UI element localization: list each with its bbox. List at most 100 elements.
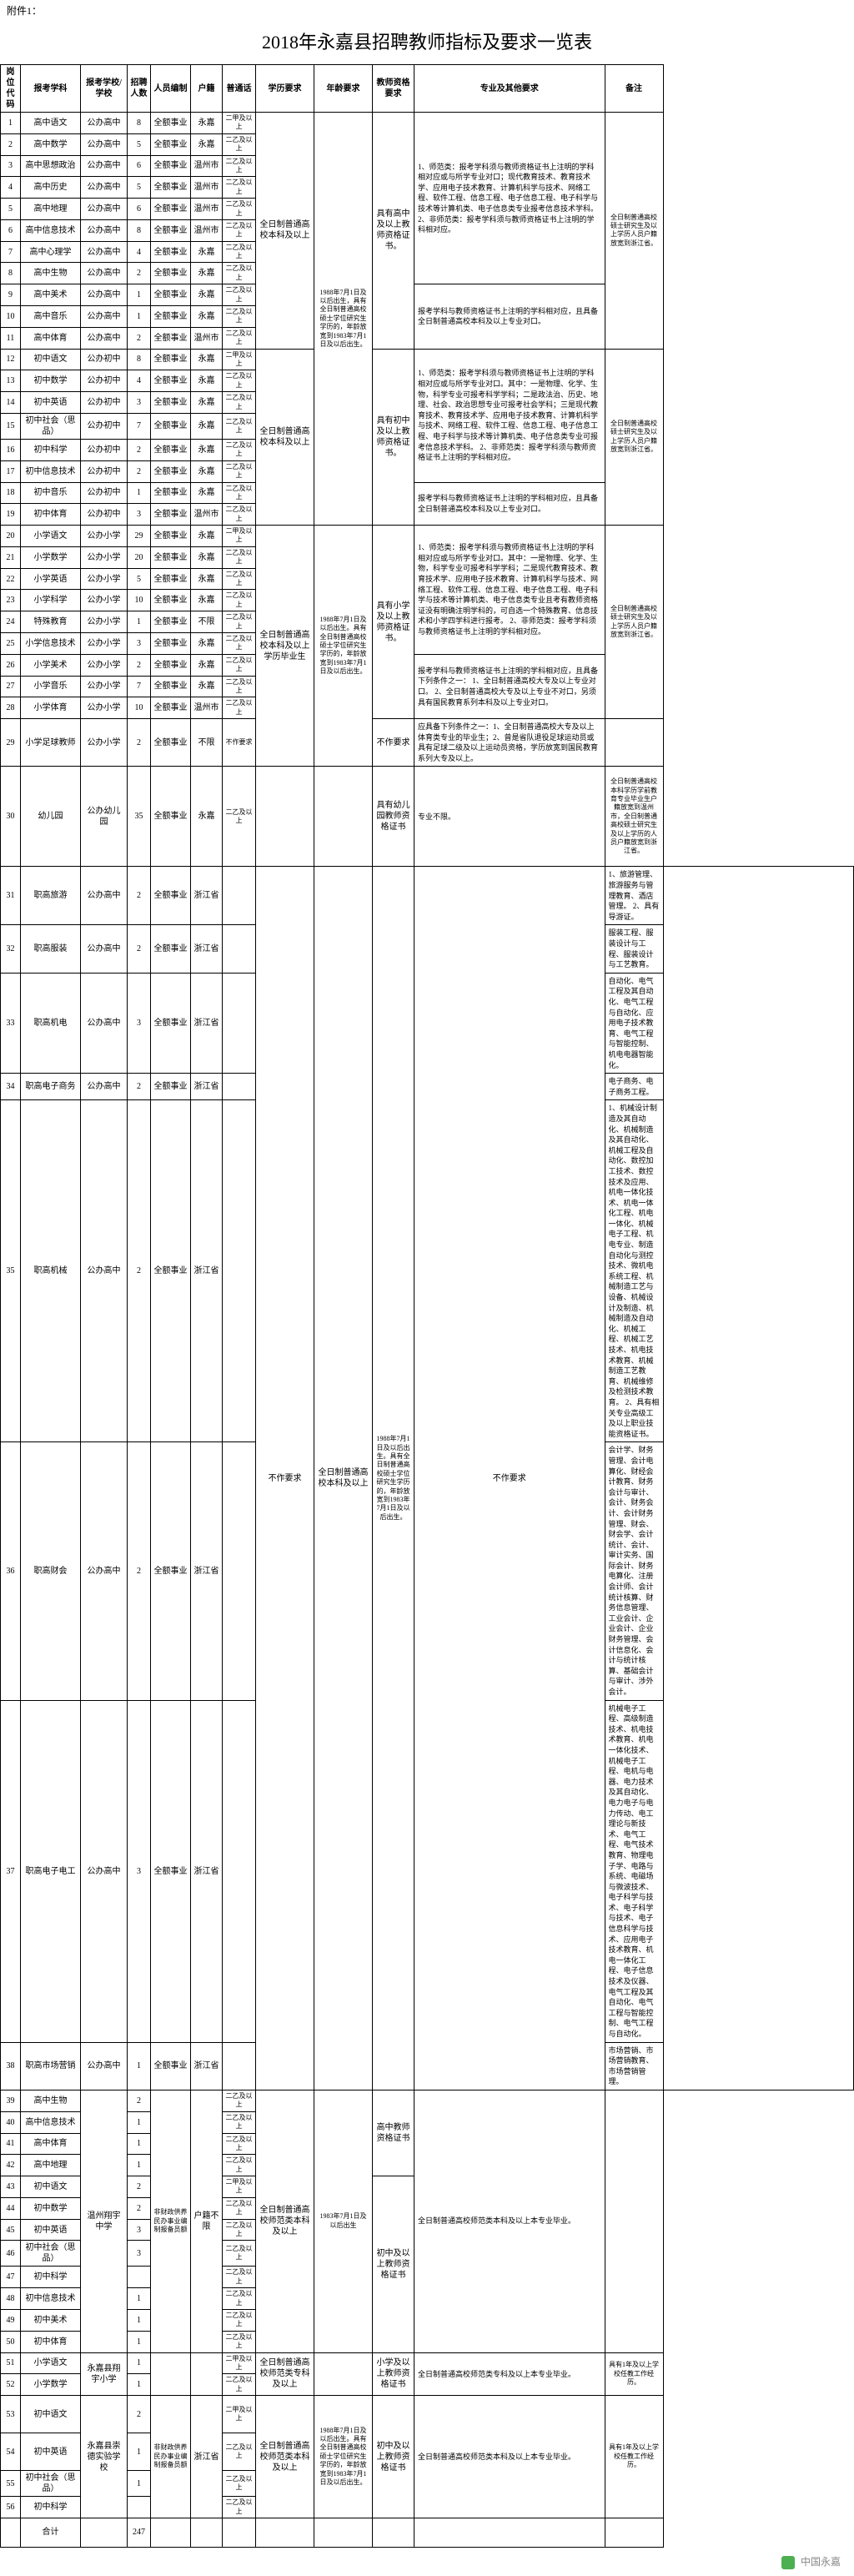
page-title: 2018年永嘉县招聘教师指标及要求一览表 [0, 21, 854, 64]
table-cell: 全额事业 [151, 568, 191, 590]
table-cell: 全日制普通高校本科及以上学历毕业生 [256, 526, 314, 767]
table-cell: 8 [128, 349, 151, 370]
table-cell: 3 [128, 973, 151, 1073]
table-cell: 二乙及以上 [223, 767, 256, 867]
table-cell: 二乙及以上 [223, 2288, 256, 2310]
table-cell: 具有幼儿园教师资格证书 [373, 767, 414, 867]
table-cell: 全额事业 [151, 590, 191, 611]
table-cell: 二乙及以上 [223, 263, 256, 284]
table-cell: 小学音乐 [21, 676, 81, 697]
col-subject: 报考学科 [21, 65, 81, 113]
table-cell: 初中英语 [21, 2433, 81, 2471]
table-cell: 3 [128, 2241, 151, 2267]
table-cell: 7 [128, 413, 151, 439]
table-cell: 公办小学 [81, 611, 128, 633]
table-cell: 公办高中 [81, 133, 128, 155]
table-cell: 初中语文 [21, 2396, 81, 2433]
table-cell: 全额事业 [151, 327, 191, 349]
col-pth: 普通话 [223, 65, 256, 113]
table-cell: 永嘉 [191, 482, 223, 504]
table-cell [256, 767, 314, 867]
recruitment-table: 岗位代码 报考学科 报考学校/学校 招聘人数 人员编制 户籍 普通话 学历要求 … [0, 64, 854, 2548]
table-row: 18初中音乐公办初中1全额事业永嘉二乙及以上报考学科与教师资格证书上注明的学科相… [1, 482, 854, 504]
table-row: 9高中美术公办高中1全额事业永嘉二乙及以上报考学科与教师资格证书上注明的学科相对… [1, 284, 854, 306]
table-cell: 3 [128, 392, 151, 414]
table-cell: 小学语文 [21, 2352, 81, 2374]
table-cell: 二乙及以上 [223, 177, 256, 199]
table-cell: 38 [1, 2042, 21, 2090]
table-cell: 全日制普通高校硕士研究生及以上学历人员户籍放宽到浙江省。 [605, 349, 663, 525]
table-cell: 二乙及以上 [223, 2471, 256, 2497]
table-cell: 12 [1, 349, 21, 370]
table-cell: 二乙及以上 [223, 632, 256, 654]
table-cell: 永嘉 [191, 263, 223, 284]
table-cell: 2 [128, 263, 151, 284]
table-cell: 公办高中 [81, 327, 128, 349]
table-cell: 全额事业 [151, 370, 191, 392]
table-cell: 二乙及以上 [223, 460, 256, 482]
table-cell: 小学美术 [21, 654, 81, 676]
table-cell: 不限 [191, 611, 223, 633]
table-cell: 初中信息技术 [21, 460, 81, 482]
table-cell [223, 2518, 256, 2547]
table-row: 29小学足球教师公办小学2全额事业不限不作要求不作要求应具备下列条件之一：1、全… [1, 719, 854, 767]
col-num: 招聘人数 [128, 65, 151, 113]
table-cell: 二乙及以上 [223, 2374, 256, 2396]
table-cell: 3 [128, 504, 151, 526]
table-cell: 职高机械 [21, 1100, 81, 1442]
table-cell [605, 2090, 663, 2352]
table-cell: 27 [1, 676, 21, 697]
table-cell: 全额事业 [151, 1074, 191, 1100]
table-cell: 50 [1, 2331, 21, 2352]
table-cell: 1 [1, 113, 21, 134]
table-cell: 1 [128, 2374, 151, 2396]
table-cell: 5 [1, 199, 21, 220]
table-cell: 二乙及以上 [223, 2090, 256, 2111]
table-cell: 高中信息技术 [21, 219, 81, 241]
table-cell: 全额事业 [151, 867, 191, 925]
table-cell: 1988年7月1日及以后出生。具有全日制普通高校硕士学位研究生学历的，年龄放宽到… [314, 2396, 373, 2518]
table-cell: 1、机械设计制造及其自动化、机械制造及其自动化、机械工程及自动化、数控加工技术、… [605, 1100, 663, 1442]
table-cell: 20 [1, 526, 21, 547]
table-cell: 1、师范类：报考学科须与教师资格证书上注明的学科相对应或与所学专业对口。其中：一… [414, 349, 605, 482]
table-cell: 初中体育 [21, 504, 81, 526]
table-cell: 公办初中 [81, 482, 128, 504]
table-cell: 33 [1, 973, 21, 1073]
table-cell: 二乙及以上 [223, 546, 256, 568]
table-cell: 高中教师资格证书 [373, 2090, 414, 2176]
table-row: 1高中语文公办高中8全额事业永嘉二甲及以上全日制普通高校本科及以上1988年7月… [1, 113, 854, 134]
table-cell: 职高机电 [21, 973, 81, 1073]
table-cell: 初中及以上教师资格证书 [373, 2396, 414, 2518]
table-cell: 二乙及以上 [223, 284, 256, 306]
table-cell: 公办小学 [81, 526, 128, 547]
table-cell: 永嘉 [191, 526, 223, 547]
table-cell: 永嘉 [191, 546, 223, 568]
table-cell: 6 [1, 219, 21, 241]
table-cell: 8 [128, 219, 151, 241]
table-cell: 温州市 [191, 697, 223, 719]
table-cell: 全日制普通高校师范类本科及以上本专业毕业。 [414, 2396, 605, 2518]
table-cell: 全额事业 [151, 767, 191, 867]
table-cell: 永嘉 [191, 439, 223, 460]
table-cell: 不作要求 [256, 867, 314, 2090]
table-cell: 2 [128, 460, 151, 482]
table-cell: 二甲及以上 [223, 2352, 256, 2374]
table-cell: 2 [128, 2176, 151, 2198]
table-cell: 全额事业 [151, 526, 191, 547]
table-cell: 全额事业 [151, 632, 191, 654]
table-cell: 浙江省 [191, 1100, 223, 1442]
col-staff: 人员编制 [151, 65, 191, 113]
table-cell: 高中生物 [21, 2090, 81, 2111]
table-cell: 二甲及以上 [223, 2176, 256, 2198]
table-cell: 公办高中 [81, 199, 128, 220]
table-cell: 永嘉 [191, 654, 223, 676]
wechat-icon [781, 2556, 795, 2569]
table-cell: 3 [128, 1700, 151, 2042]
table-cell: 高中生物 [21, 263, 81, 284]
table-cell: 2 [128, 2090, 151, 2111]
table-cell: 公办小学 [81, 632, 128, 654]
table-cell: 2 [128, 439, 151, 460]
table-cell: 公办高中 [81, 219, 128, 241]
table-cell: 服装工程、服装设计与工程、服装设计与工艺教育。 [605, 925, 663, 973]
table-cell: 20 [128, 546, 151, 568]
